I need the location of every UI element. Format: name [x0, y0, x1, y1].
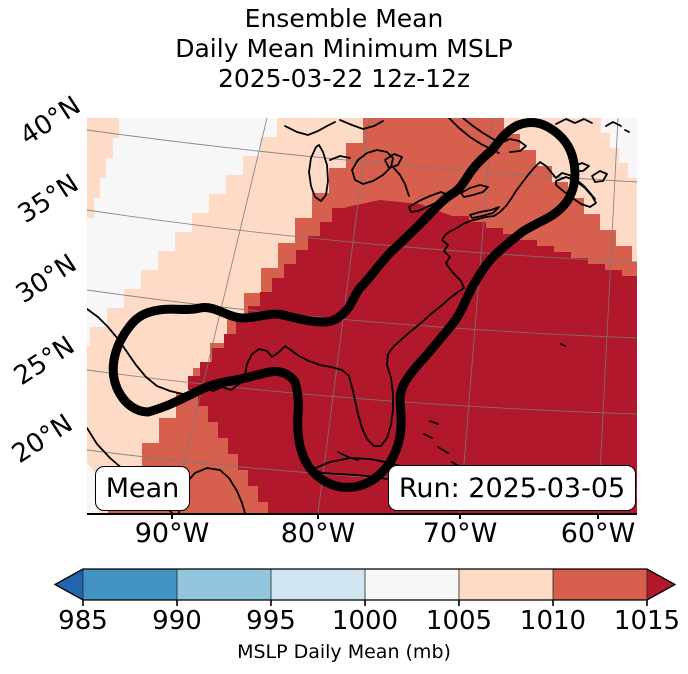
field-peach-ne	[488, 118, 637, 262]
xtickmark-90w	[171, 513, 173, 519]
xtick-90w: 90°W	[134, 518, 210, 549]
run-badge: Run: 2025-03-05	[388, 465, 636, 511]
parallel-30n	[87, 289, 637, 339]
lake-huron	[351, 149, 394, 185]
cbtick-990: 990	[152, 606, 202, 636]
map-svg	[87, 118, 637, 513]
colorbar-seg-1005-1010	[459, 569, 553, 600]
cbtick-1000: 1000	[331, 606, 399, 636]
coast-mainland	[87, 161, 596, 447]
cbtick-1010: 1010	[519, 606, 587, 636]
coast-long-island	[469, 206, 500, 219]
coast-florida-keys	[337, 451, 359, 461]
map-canvas	[87, 118, 637, 515]
field-white-ne-corner	[592, 118, 637, 193]
title-line-2: Daily Mean Minimum MSLP	[175, 34, 513, 63]
title-line-3: 2025-03-22 12z-12z	[217, 64, 471, 93]
title-line-1: Ensemble Mean	[244, 4, 444, 33]
georgian-bay	[384, 153, 403, 169]
colorbar-seams	[82, 569, 648, 600]
colorbar-seg-995-1000	[271, 569, 365, 600]
lake-ontario	[460, 184, 489, 198]
colorbar-seg-1010-1015	[553, 569, 647, 600]
ytick-35n: 35°N	[12, 168, 85, 230]
graticule	[87, 118, 637, 513]
coast-cape-breton	[591, 170, 608, 183]
mean-badge-label: Mean	[105, 473, 180, 504]
xtick-70w: 70°W	[422, 518, 498, 549]
xtick-60w: 60°W	[560, 518, 636, 549]
meridian-70w	[459, 118, 493, 513]
coast-superior-north	[284, 119, 384, 136]
lake-michigan	[308, 144, 329, 202]
colorbar-seg-985-990	[83, 569, 177, 600]
mean-badge: Mean	[95, 466, 190, 511]
colorbar	[53, 568, 677, 606]
xtickmark-80w	[317, 513, 319, 519]
parallel-25n	[87, 369, 637, 415]
colorbar-seg-1000-1005	[365, 569, 459, 600]
contour-outline	[108, 118, 580, 493]
meridian-60w	[597, 118, 619, 513]
chart-title: Ensemble Mean Daily Mean Minimum MSLP 20…	[0, 4, 688, 94]
run-badge-label: Run: 2025-03-05	[398, 472, 626, 504]
xtickmark-60w	[597, 513, 599, 519]
colorbar-seg-990-995	[177, 569, 271, 600]
colorbar-caption: MSLP Daily Mean (mb)	[237, 641, 451, 663]
ytick-40n: 40°N	[14, 90, 87, 152]
coast-newfoundland-edge	[555, 118, 630, 133]
cbtick-1015: 1015	[613, 606, 681, 636]
cbtick-985: 985	[58, 606, 108, 636]
ytick-20n: 20°N	[6, 408, 79, 470]
colorbar-tickmarks	[82, 600, 648, 606]
field-peach-left-strip	[87, 118, 126, 238]
field-white-nw	[87, 118, 294, 346]
xtickmark-70w	[459, 513, 461, 519]
colorbar-extend-low-arrow	[55, 569, 83, 600]
coast-bermuda	[560, 343, 566, 347]
cbtick-1005: 1005	[425, 606, 493, 636]
parallel-35n	[87, 209, 637, 263]
ytick-25n: 25°N	[8, 330, 81, 392]
ytick-30n: 30°N	[10, 248, 83, 310]
colorbar-extend-high-arrow	[647, 569, 675, 600]
xtick-80w: 80°W	[280, 518, 356, 549]
cbtick-995: 995	[246, 606, 296, 636]
coast-bahamas	[423, 420, 463, 469]
